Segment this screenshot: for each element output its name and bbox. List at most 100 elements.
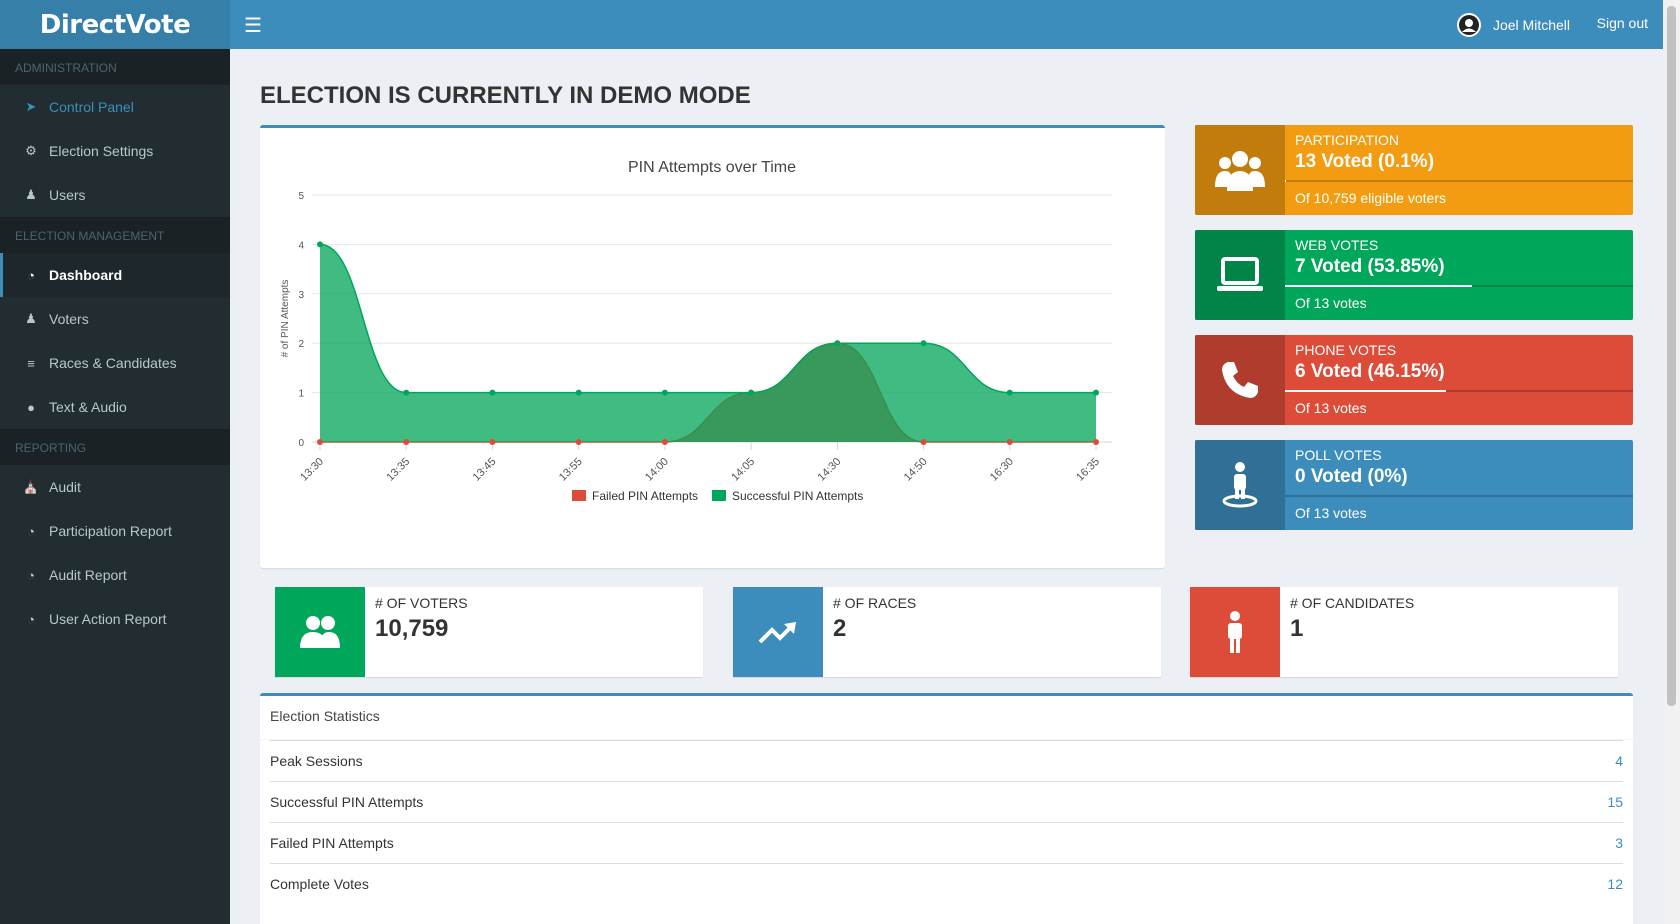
y-tick-label: 5 [298,191,304,202]
sidebar-item-participation-report[interactable]: ◔ Participation Report [0,509,230,553]
sidebar-item-label: Participation Report [49,523,172,539]
bank-icon: ⛪ [22,479,40,494]
avatar [1456,13,1481,37]
scrollbar-thumb[interactable] [1667,6,1676,706]
sidebar-header-administration: ADMINISTRATION [0,49,230,85]
data-point [661,439,668,445]
sidebar-header-election-management: ELECTION MANAGEMENT [0,217,230,253]
sidebar-item-label: User Action Report [49,611,167,627]
web-votes-info-box: WEB VOTES 7 Voted (53.85%) Of 13 votes [1195,230,1633,320]
sidebar-item-user-action-report[interactable]: ◔ User Action Report [0,597,230,641]
election-statistics-title: Election Statistics [260,696,1633,740]
stats-row-failed-pin: Failed PIN Attempts 3 [270,822,1623,863]
x-tick-label: 14:05 [729,456,757,484]
data-point [575,439,582,445]
phone-votes-info-box: PHONE VOTES 6 Voted (46.15%) Of 13 votes [1195,335,1633,425]
top-navbar: DirectVote ☰ Joel Mitchell Sign out [0,0,1680,49]
data-point [661,389,668,396]
sidebar-item-users[interactable]: ♟ Users [0,173,230,217]
poll-person-icon [1195,440,1285,530]
data-point [1006,439,1013,445]
stats-row-successful-pin: Successful PIN Attempts 15 [270,781,1623,822]
stats-row-label: Successful PIN Attempts [270,794,424,810]
sidebar-item-label: Dashboard [49,267,123,283]
sidebar-item-label: Users [49,187,86,203]
x-tick-label: 13:30 [298,456,326,484]
stats-row-label: Failed PIN Attempts [270,835,394,851]
data-point [575,389,582,396]
x-tick-label: 13:35 [384,456,412,484]
sidebar-item-label: Election Settings [49,143,154,159]
small-box-label: # OF CANDIDATES [1290,595,1415,611]
data-point [920,340,927,347]
sidebar-item-voters[interactable]: ♟ Voters [0,297,230,341]
y-tick-label: 3 [298,290,304,301]
info-box-progress [1285,390,1633,392]
menu-toggle-icon[interactable]: ☰ [244,15,262,37]
phone-icon [1195,335,1285,425]
sidebar-item-label: Races & Candidates [49,355,177,371]
y-tick-label: 1 [298,389,304,400]
sidebar-item-label: Text & Audio [49,399,127,415]
stats-row-complete-votes: Complete Votes 12 [270,863,1623,904]
microphone-icon: ● [27,399,35,415]
info-box-description: Of 13 votes [1295,295,1367,311]
sidebar-item-text-audio[interactable]: ● Text & Audio [0,385,230,429]
dashboard-icon: ◔ [27,267,35,283]
data-point [317,241,323,248]
info-box-label: PHONE VOTES [1295,342,1397,358]
info-box-description: Of 13 votes [1295,400,1367,416]
person-icon [1190,587,1280,677]
info-box-label: PARTICIPATION [1295,132,1399,148]
sidebar: ADMINISTRATION ➤ Control Panel ⚙ Electio… [0,49,230,924]
stats-row-label: Peak Sessions [270,753,363,769]
y-tick-label: 2 [298,339,304,350]
users-icon: ♟ [25,187,37,202]
info-box-progress [1285,285,1633,287]
small-box-number: 1 [1290,615,1304,642]
data-point [748,389,755,396]
info-box-progress [1285,495,1633,497]
trend-up-icon [733,587,823,677]
sidebar-item-races-candidates[interactable]: ≡ Races & Candidates [0,341,230,385]
progress-bar-fill [1285,285,1473,287]
data-point [834,340,841,347]
legend-label: Failed PIN Attempts [592,489,698,503]
poll-votes-info-box: POLL VOTES 0 Voted (0%) Of 13 votes [1195,440,1633,530]
series-line-1 [319,243,1096,394]
x-tick-label: 16:30 [988,456,1016,484]
sidebar-item-audit[interactable]: ⛪ Audit [0,465,230,509]
data-point [317,439,323,445]
sign-out-link[interactable]: Sign out [1596,15,1648,31]
races-count-box: # OF RACES 2 [733,587,1161,677]
sidebar-item-audit-report[interactable]: ◔ Audit Report [0,553,230,597]
info-box-description: Of 13 votes [1295,505,1367,521]
sidebar-item-label: Audit Report [49,567,127,583]
stats-row-value: 12 [1607,876,1623,892]
y-tick-label: 4 [298,240,304,251]
candidates-count-box: # OF CANDIDATES 1 [1190,587,1618,677]
data-point [489,439,496,445]
x-tick-label: 14:00 [643,456,671,484]
sidebar-item-election-settings[interactable]: ⚙ Election Settings [0,129,230,173]
rocket-icon: ➤ [25,99,37,114]
logo[interactable]: DirectVote [0,0,230,49]
voters-icon [275,587,365,677]
x-tick-label: 14:50 [902,456,930,484]
info-box-number: 0 Voted (0%) [1295,466,1408,487]
user-name[interactable]: Joel Mitchell [1492,17,1570,33]
data-point [489,389,496,396]
sidebar-item-control-panel[interactable]: ➤ Control Panel [0,85,230,129]
data-point [1093,389,1099,396]
page-scrollbar[interactable] [1663,0,1680,924]
sidebar-item-dashboard[interactable]: ◔ Dashboard [0,253,230,297]
sidebar-item-label: Audit [49,479,81,495]
legend-label: Successful PIN Attempts [732,489,863,503]
voters-count-box: # OF VOTERS 10,759 [275,587,703,677]
x-tick-label: 13:55 [557,456,585,484]
info-box-number: 13 Voted (0.1%) [1295,151,1435,172]
info-box-number: 7 Voted (53.85%) [1295,256,1445,277]
user-menu[interactable]: Joel Mitchell [1456,13,1570,37]
x-tick-label: 13:45 [471,456,499,484]
participation-info-box: PARTICIPATION 13 Voted (0.1%) Of 10,759 … [1195,125,1633,215]
